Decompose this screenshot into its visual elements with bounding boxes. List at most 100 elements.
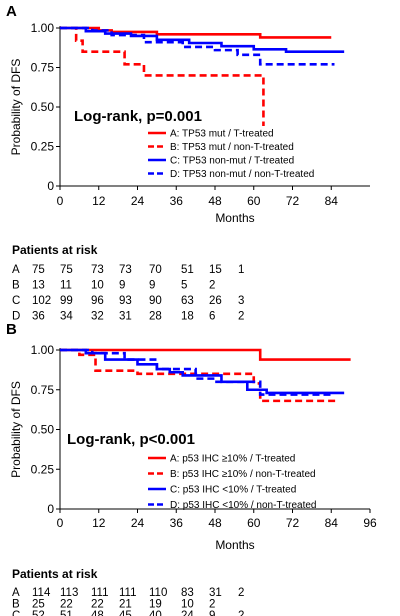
panel-b-x-tick-label: 96 <box>363 516 377 530</box>
panel-a-y-tick-label: 0.75 <box>31 61 55 75</box>
panel-a-y-axis-label: Probability of DFS <box>9 59 23 156</box>
panel-b-risk-row-label: A <box>12 587 20 599</box>
panel-a-legend-entry: C: TP53 non-mut / T-treated <box>170 156 294 167</box>
panel-b-risk-cell: 25 <box>32 599 45 611</box>
panel-b-x-tick-label: 84 <box>325 516 339 530</box>
panel-a-x-axis-label: Months <box>215 211 254 225</box>
panel-a-risk-cell: 32 <box>91 311 104 323</box>
panel-a-risk-cell: 31 <box>119 311 132 323</box>
panel-b-x-tick-label: 48 <box>208 516 222 530</box>
panel-b-x-tick-label: 72 <box>286 516 300 530</box>
panel-a-risk-cell: 96 <box>91 295 104 307</box>
panel-a-risk-cell: 75 <box>60 264 73 276</box>
panel-b-risk-cell: 51 <box>60 610 73 616</box>
panel-a-risk-row-label: A <box>12 264 20 276</box>
panel-a-risk-cell: 102 <box>32 295 51 307</box>
panel-a-risk-cell: 2 <box>238 311 244 323</box>
panel-a-risk-cell: 73 <box>119 264 132 276</box>
panel-b-risk-cell: 10 <box>181 599 194 611</box>
panel-a-legend-entry: A: TP53 mut / T-treated <box>170 129 274 140</box>
panel-b-risk-cell: 48 <box>91 610 104 616</box>
panel-a-risk-cell: 36 <box>32 311 45 323</box>
panel-a-risk-cell: 2 <box>209 280 215 292</box>
panel-a-risk-cell: 75 <box>32 264 45 276</box>
panel-a-risk-row-label: B <box>12 280 20 292</box>
panel-a-risk-cell: 73 <box>91 264 104 276</box>
panel-a-y-tick-label: 0 <box>47 179 54 193</box>
panel-b-risk-title: Patients at risk <box>12 567 98 581</box>
panel-a-risk-cell: 99 <box>60 295 73 307</box>
panel-a-risk-cell: 15 <box>209 264 222 276</box>
panel-a-logrank-annotation: Log-rank, p=0.001 <box>74 108 202 125</box>
panel-b-x-tick-label: 60 <box>247 516 261 530</box>
panel-b-risk-cell: 114 <box>32 587 51 599</box>
panel-b-risk-cell: 19 <box>149 599 162 611</box>
panel-b-risk-cell: 2 <box>238 610 244 616</box>
panel-b-x-tick-label: 36 <box>170 516 184 530</box>
panel-b-y-tick-label: 1.00 <box>31 343 55 357</box>
panel-b-risk-cell: 52 <box>32 610 45 616</box>
panel-b-risk-cell: 83 <box>181 587 194 599</box>
panel-b-x-tick-label: 24 <box>131 516 145 530</box>
panel-b-risk-cell: 113 <box>60 587 78 599</box>
panel-b-risk-cell: 2 <box>209 599 215 611</box>
panel-b-legend-entry: D: p53 IHC <10% / non-T-treated <box>170 500 316 511</box>
panel-a-risk-cell: 3 <box>238 295 244 307</box>
panel-b-series-a-line <box>60 348 351 361</box>
panel-a-x-tick-label: 60 <box>247 194 261 208</box>
panel-b-series-d-line <box>60 348 332 396</box>
panel-a-y-tick-label: 0.25 <box>31 140 55 154</box>
panel-a-legend-entry: D: TP53 non-mut / non-T-treated <box>170 169 314 180</box>
panel-a-risk-cell: 9 <box>119 280 125 292</box>
panel-b-risk-row-label: C <box>12 610 20 616</box>
panel-b-y-tick-label: 0.50 <box>31 423 55 437</box>
panel-a-risk-cell: 18 <box>181 311 194 323</box>
panel-a-legend-entry: B: TP53 mut / non-T-treated <box>170 142 294 153</box>
panel-a-series-d-line <box>60 26 335 66</box>
panel-b-risk-cell: 21 <box>119 599 132 611</box>
panel-b-risk-cell: 45 <box>119 610 132 616</box>
panel-a-risk-cell: 10 <box>91 280 104 292</box>
panel-a-risk-cell: 90 <box>149 295 162 307</box>
panel-b-risk-cell: 2 <box>238 587 244 599</box>
panel-b-risk-cell: 9 <box>209 610 215 616</box>
panel-b-legend-entry: C: p53 IHC <10% / T-treated <box>170 485 296 496</box>
panel-a-x-tick-label: 24 <box>131 194 145 208</box>
panel-a-x-tick-label: 72 <box>286 194 300 208</box>
panel-a-risk-cell: 63 <box>181 295 194 307</box>
panel-a-risk-cell: 70 <box>149 264 162 276</box>
panel-a-risk-cell: 1 <box>238 264 244 276</box>
panel-b-series-c-line <box>60 348 345 395</box>
panel-a-y-tick-label: 0.50 <box>31 100 55 114</box>
panel-a-x-tick-label: 0 <box>57 194 64 208</box>
panel-a-risk-cell: 11 <box>60 280 72 292</box>
panel-a-risk-cell: 9 <box>149 280 155 292</box>
panel-b-risk-cell: 111 <box>119 587 136 599</box>
panel-a-letter: A <box>6 3 17 20</box>
panel-a-risk-cell: 51 <box>181 264 194 276</box>
panel-b-x-axis-label: Months <box>215 538 254 552</box>
panel-b-legend-entry: A: p53 IHC ≥10% / T-treated <box>170 454 295 465</box>
panel-b-y-axis-label: Probability of DFS <box>9 381 23 478</box>
panel-b-risk-cell: 22 <box>60 599 73 611</box>
panel-a-risk-cell: 6 <box>209 311 215 323</box>
panel-b-x-tick-label: 0 <box>57 516 64 530</box>
panel-a-series-a-line <box>60 26 332 39</box>
panel-a-risk-cell: 5 <box>181 280 187 292</box>
panel-a-risk-row-label: D <box>12 311 20 323</box>
panel-b-letter: B <box>6 321 17 338</box>
panel-b-risk-cell: 24 <box>181 610 194 616</box>
panel-b-risk-cell: 22 <box>91 599 104 611</box>
panel-b-y-tick-label: 0.25 <box>31 462 55 476</box>
panel-a-x-tick-label: 36 <box>170 194 184 208</box>
panel-a-risk-cell: 93 <box>119 295 132 307</box>
panel-b-risk-cell: 110 <box>149 587 167 599</box>
panel-b-risk-row-label: B <box>12 599 20 611</box>
panel-a-x-tick-label: 12 <box>92 194 106 208</box>
panel-a-x-tick-label: 48 <box>208 194 222 208</box>
panel-b-risk-cell: 40 <box>149 610 162 616</box>
panel-b-logrank-annotation: Log-rank, p<0.001 <box>67 431 195 448</box>
panel-a-risk-row-label: C <box>12 295 20 307</box>
panel-a-risk-cell: 13 <box>32 280 45 292</box>
panel-a-y-tick-label: 1.00 <box>31 21 55 35</box>
